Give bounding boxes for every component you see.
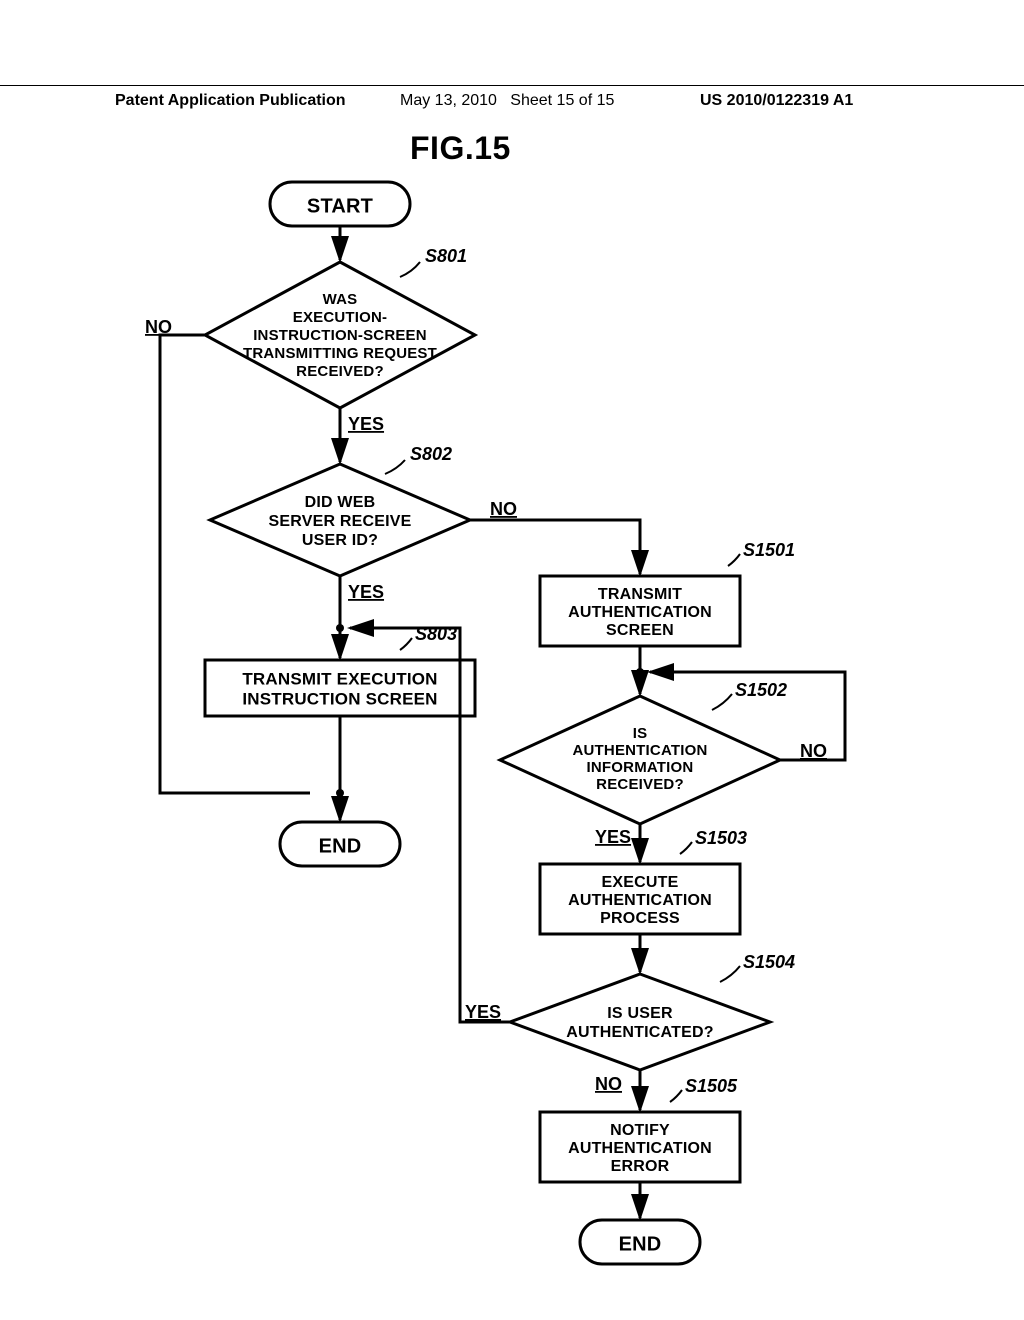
svg-text:AUTHENTICATION: AUTHENTICATION [568,1140,712,1157]
svg-text:TRANSMIT: TRANSMIT [598,586,682,603]
node-s802: DID WEB SERVER RECEIVE USER ID? [210,464,470,576]
s1504-no: NO [595,1074,622,1094]
svg-text:IS: IS [633,725,648,742]
label-s801: S801 [425,246,467,266]
node-s1501: TRANSMIT AUTHENTICATION SCREEN [540,576,740,646]
svg-text:AUTHENTICATED?: AUTHENTICATED? [566,1024,713,1041]
start-label: START [307,195,373,217]
s1502-yes: YES [595,827,631,847]
page: Patent Application Publication May 13, 2… [0,0,1024,1320]
svg-text:WAS: WAS [323,291,358,308]
svg-text:RECEIVED?: RECEIVED? [296,363,384,380]
node-start: START [270,182,410,226]
svg-text:AUTHENTICATION: AUTHENTICATION [568,892,712,909]
flowchart-svg: START WAS EXECUTION- INSTRUCTION-SCREEN … [0,0,1024,1320]
s1504-yes: YES [465,1002,501,1022]
svg-text:ERROR: ERROR [611,1158,670,1175]
svg-text:INSTRUCTION SCREEN: INSTRUCTION SCREEN [242,689,437,708]
svg-text:NOTIFY: NOTIFY [610,1122,670,1139]
svg-text:RECEIVED?: RECEIVED? [596,776,684,793]
node-s1504: IS USER AUTHENTICATED? [510,974,770,1070]
label-s1505: S1505 [685,1076,738,1096]
node-end2: END [580,1220,700,1264]
svg-text:INSTRUCTION-SCREEN: INSTRUCTION-SCREEN [253,327,427,344]
svg-text:SCREEN: SCREEN [606,622,674,639]
s802-yes: YES [348,582,384,602]
node-s1503: EXECUTE AUTHENTICATION PROCESS [540,864,740,934]
s1502-no: NO [800,741,827,761]
svg-text:IS USER: IS USER [607,1005,673,1022]
svg-text:EXECUTION-: EXECUTION- [293,309,388,326]
svg-text:TRANSMIT EXECUTION: TRANSMIT EXECUTION [242,669,437,688]
svg-text:INFORMATION: INFORMATION [587,759,694,776]
end1-label: END [319,835,362,857]
label-s1502: S1502 [735,680,787,700]
label-s1501: S1501 [743,540,795,560]
svg-text:TRANSMITTING REQUEST: TRANSMITTING REQUEST [243,345,437,362]
svg-text:PROCESS: PROCESS [600,910,680,927]
svg-text:SERVER RECEIVE: SERVER RECEIVE [269,513,412,530]
svg-text:USER ID?: USER ID? [302,532,378,549]
node-end1: END [280,822,400,866]
svg-text:EXECUTE: EXECUTE [602,874,679,891]
node-s1502: IS AUTHENTICATION INFORMATION RECEIVED? [500,696,780,824]
s801-yes: YES [348,414,384,434]
node-s1505: NOTIFY AUTHENTICATION ERROR [540,1112,740,1182]
s802-no: NO [490,499,517,519]
label-s1504: S1504 [743,952,795,972]
node-s803: TRANSMIT EXECUTION INSTRUCTION SCREEN [205,660,475,716]
node-s801: WAS EXECUTION- INSTRUCTION-SCREEN TRANSM… [205,262,475,408]
label-s802: S802 [410,444,452,464]
svg-text:AUTHENTICATION: AUTHENTICATION [568,604,712,621]
svg-text:AUTHENTICATION: AUTHENTICATION [572,742,707,759]
end2-label: END [619,1233,662,1255]
svg-text:DID WEB: DID WEB [305,494,376,511]
label-s1503: S1503 [695,828,747,848]
